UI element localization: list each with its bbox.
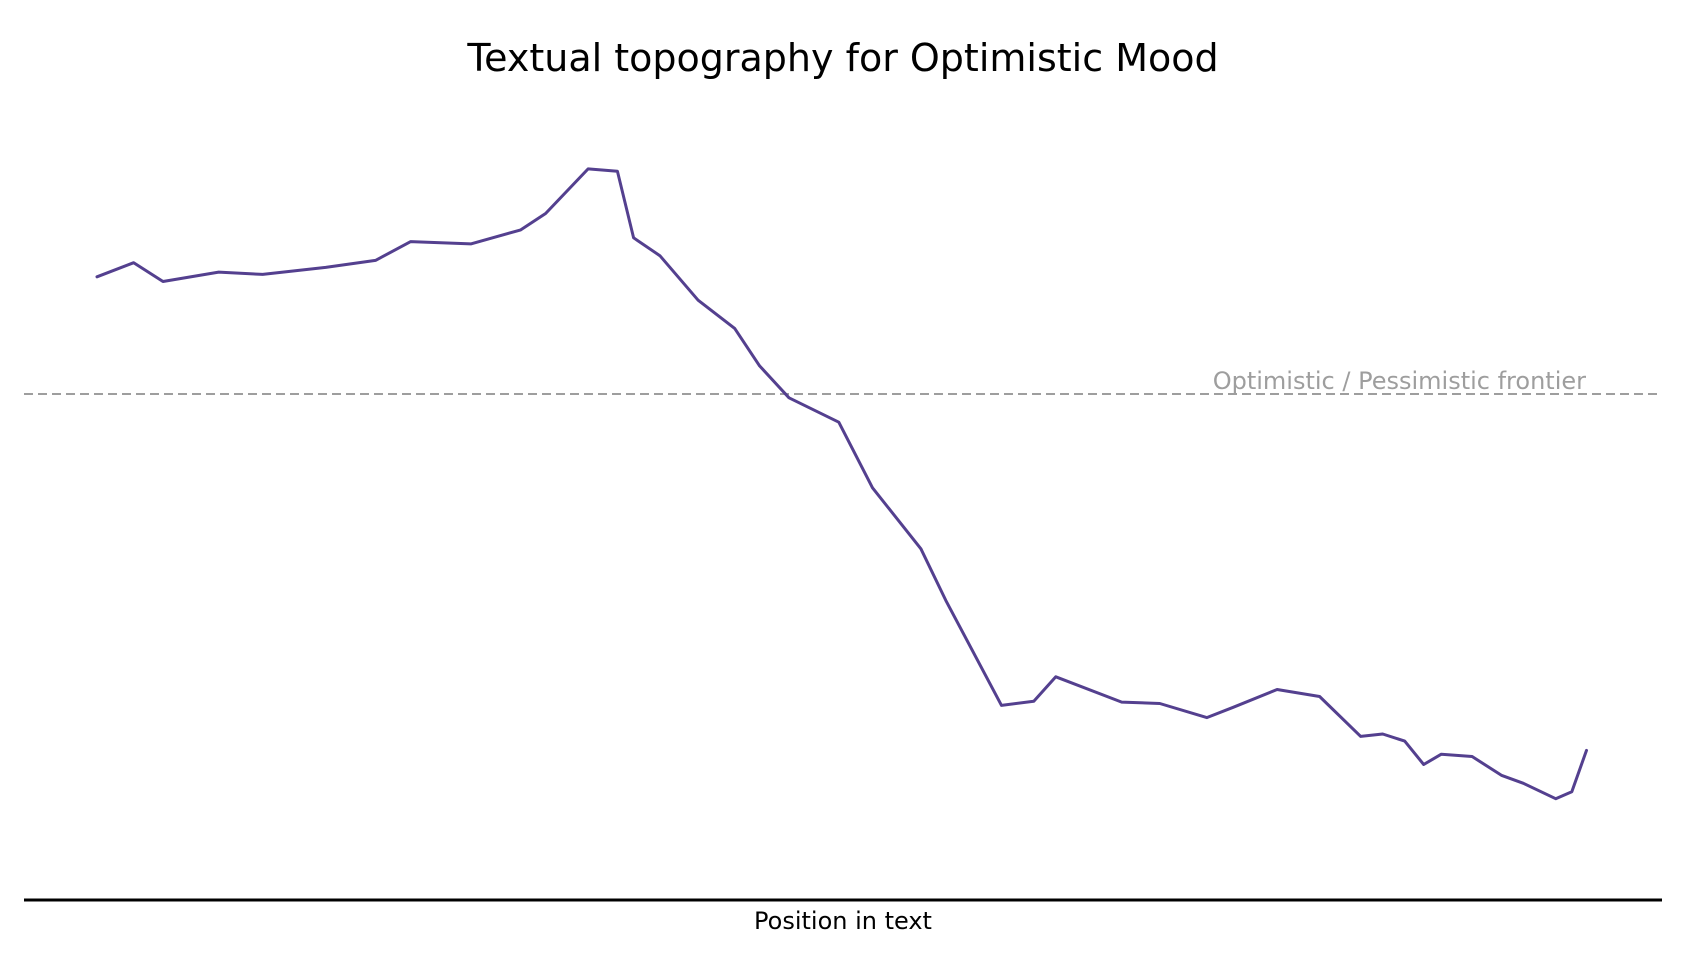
chart-title: Textual topography for Optimistic Mood: [466, 36, 1218, 80]
threshold-label: Optimistic / Pessimistic frontier: [1213, 367, 1586, 395]
threshold-layer: Optimistic / Pessimistic frontier: [24, 367, 1662, 396]
series-line-0: [95, 167, 1588, 801]
x-axis-label: Position in text: [754, 907, 932, 935]
series-layer: [95, 167, 1588, 801]
